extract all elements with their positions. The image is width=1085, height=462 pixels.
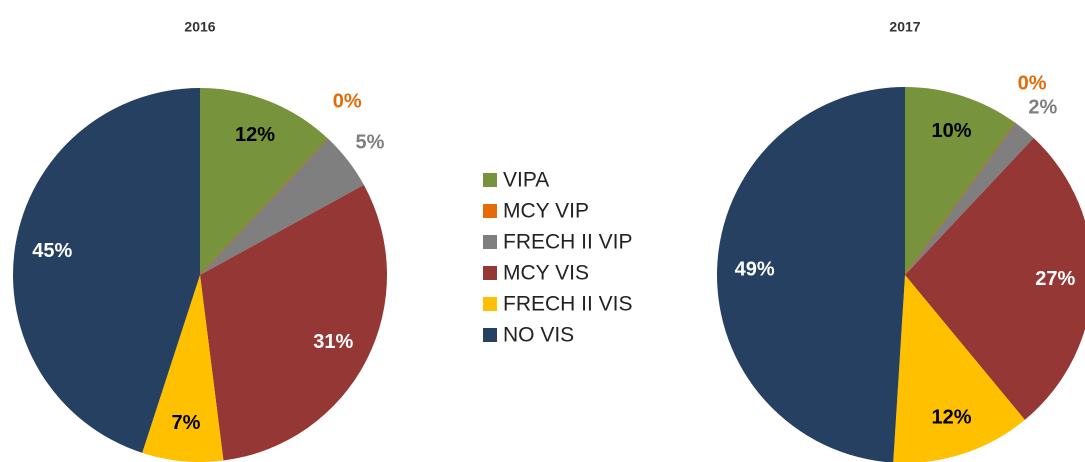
legend-label: FRECH II VIS — [503, 293, 633, 316]
data-label: 45% — [32, 240, 72, 262]
data-label: 5% — [355, 131, 384, 153]
data-label: 12% — [931, 406, 971, 428]
pie-slice — [905, 87, 1016, 275]
legend-label: VIPA — [503, 169, 549, 192]
legend-swatch — [483, 204, 497, 218]
legend-swatch — [483, 266, 497, 280]
pie-slice — [200, 184, 388, 461]
legend-label: FRECH II VIP — [503, 231, 633, 254]
pie-slice — [717, 87, 905, 462]
pie-slice — [142, 275, 224, 462]
pie-slice — [13, 88, 200, 453]
pie-slice — [893, 275, 1025, 462]
legend-swatch — [483, 173, 497, 187]
legend-swatch — [483, 235, 497, 249]
chart-title: 2017 — [889, 19, 920, 35]
data-label: 0% — [333, 91, 362, 113]
legend-swatch — [483, 328, 497, 342]
pie-slice — [200, 138, 364, 275]
legend-label: MCY VIP — [503, 200, 589, 223]
data-label: 12% — [235, 124, 275, 146]
pie-slice — [905, 122, 1034, 275]
data-label: 2% — [1028, 97, 1057, 119]
pie-slice — [200, 88, 329, 275]
data-label: 27% — [1035, 268, 1075, 290]
pie-slice — [904, 122, 1016, 276]
data-label: 7% — [171, 412, 200, 434]
pie-slice — [905, 137, 1085, 420]
chart-title: 2016 — [184, 19, 215, 35]
legend-label: NO VIS — [503, 324, 574, 347]
data-label: 49% — [735, 259, 775, 281]
data-label: 0% — [1018, 72, 1047, 94]
data-label: 31% — [313, 331, 353, 353]
pie-slice — [199, 138, 329, 276]
legend-swatch — [483, 297, 497, 311]
data-label: 10% — [931, 120, 971, 142]
legend-label: MCY VIS — [503, 262, 589, 285]
